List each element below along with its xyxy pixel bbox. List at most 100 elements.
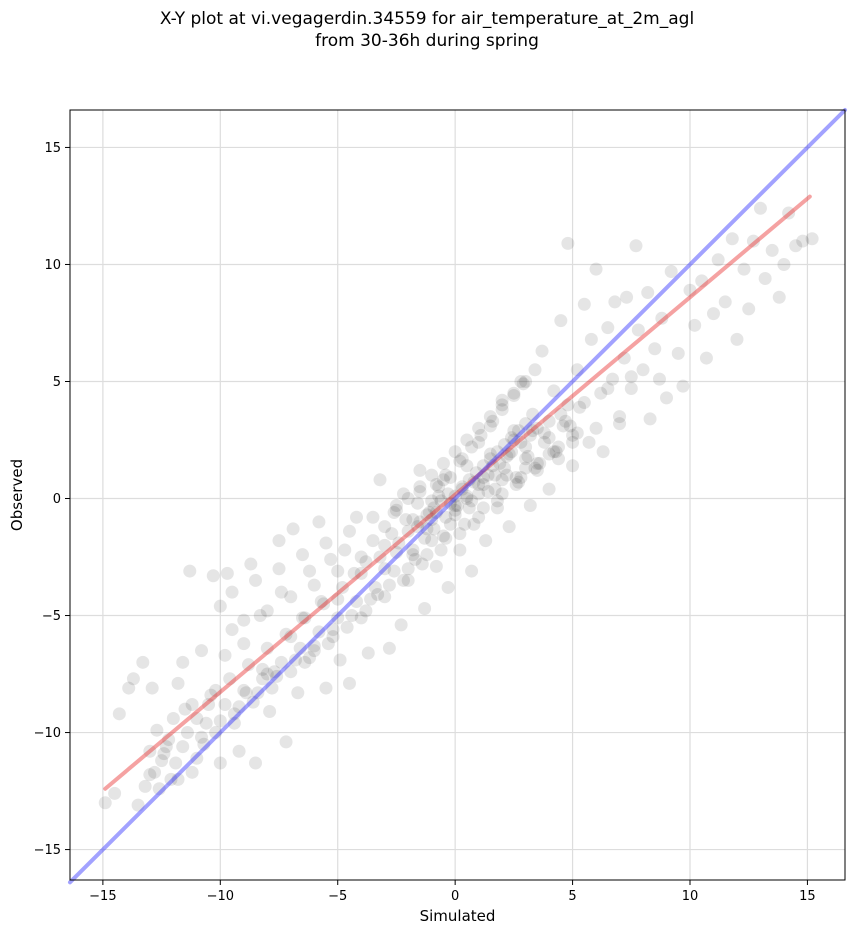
data-point xyxy=(648,342,662,356)
data-point xyxy=(359,555,373,569)
data-point xyxy=(260,667,274,681)
data-point xyxy=(505,431,519,445)
data-point xyxy=(425,494,439,508)
data-point xyxy=(758,272,772,286)
data-point xyxy=(169,756,183,770)
data-point xyxy=(465,494,479,508)
data-point xyxy=(448,508,462,522)
data-point xyxy=(166,712,180,726)
data-point xyxy=(514,435,528,449)
data-point xyxy=(547,445,561,459)
data-point xyxy=(164,772,178,786)
data-point xyxy=(519,461,533,475)
data-point xyxy=(782,206,796,220)
data-point xyxy=(519,452,533,466)
data-point xyxy=(413,484,427,498)
data-point xyxy=(338,543,352,557)
data-point xyxy=(373,473,387,487)
data-point xyxy=(225,623,239,637)
data-point xyxy=(601,321,615,335)
data-point xyxy=(695,274,709,288)
data-point xyxy=(274,655,288,669)
data-point xyxy=(805,232,819,246)
data-point xyxy=(465,564,479,578)
data-point xyxy=(331,564,345,578)
data-point xyxy=(509,477,523,491)
data-point xyxy=(577,297,591,311)
data-point xyxy=(486,459,500,473)
data-point xyxy=(272,534,286,548)
data-point xyxy=(347,566,361,580)
data-point xyxy=(434,494,448,508)
data-point xyxy=(413,480,427,494)
data-point xyxy=(342,524,356,538)
data-point xyxy=(725,232,739,246)
data-point xyxy=(126,672,140,686)
data-point xyxy=(422,506,436,520)
data-point xyxy=(284,590,298,604)
data-point xyxy=(98,796,112,810)
data-point xyxy=(737,262,751,276)
data-point xyxy=(354,611,368,625)
data-point xyxy=(413,515,427,529)
data-point xyxy=(284,665,298,679)
data-point xyxy=(225,585,239,599)
data-point xyxy=(136,655,150,669)
data-point xyxy=(401,562,415,576)
data-point xyxy=(460,492,474,506)
data-point xyxy=(443,496,457,510)
data-point xyxy=(307,639,321,653)
data-point xyxy=(159,740,173,754)
data-point xyxy=(514,470,528,484)
data-point xyxy=(312,515,326,529)
data-point xyxy=(436,473,450,487)
data-point xyxy=(453,454,467,468)
data-point xyxy=(333,653,347,667)
data-point xyxy=(436,529,450,543)
data-point xyxy=(350,594,364,608)
data-point xyxy=(267,665,281,679)
data-point xyxy=(387,506,401,520)
data-point xyxy=(465,440,479,454)
data-point xyxy=(488,482,502,496)
data-point xyxy=(378,538,392,552)
chart-title-line-2: from 30-36h during spring xyxy=(315,31,539,51)
data-point xyxy=(232,744,246,758)
data-point xyxy=(472,477,486,491)
data-point xyxy=(108,786,122,800)
data-point xyxy=(566,435,580,449)
data-point xyxy=(206,569,220,583)
data-point xyxy=(542,414,556,428)
data-point xyxy=(279,735,293,749)
data-point xyxy=(479,534,493,548)
data-point xyxy=(244,557,258,571)
data-point xyxy=(364,592,378,606)
data-point xyxy=(307,578,321,592)
data-point xyxy=(495,393,509,407)
data-point xyxy=(439,468,453,482)
data-point xyxy=(589,421,603,435)
data-point xyxy=(401,524,415,538)
data-point xyxy=(389,545,403,559)
data-point xyxy=(507,424,521,438)
data-point xyxy=(502,520,516,534)
data-point xyxy=(683,283,697,297)
data-point xyxy=(279,627,293,641)
data-point xyxy=(237,683,251,697)
data-point xyxy=(378,590,392,604)
data-point xyxy=(392,536,406,550)
data-point xyxy=(573,400,587,414)
data-point xyxy=(385,527,399,541)
data-point xyxy=(249,756,263,770)
data-point xyxy=(260,641,274,655)
data-point xyxy=(249,573,263,587)
data-point xyxy=(523,428,537,442)
grid-lines xyxy=(70,110,845,880)
x-tick-label: 0 xyxy=(451,889,459,904)
data-point xyxy=(190,712,204,726)
data-point xyxy=(237,613,251,627)
data-point xyxy=(199,716,213,730)
data-point xyxy=(143,768,157,782)
data-point xyxy=(495,487,509,501)
data-point xyxy=(185,697,199,711)
